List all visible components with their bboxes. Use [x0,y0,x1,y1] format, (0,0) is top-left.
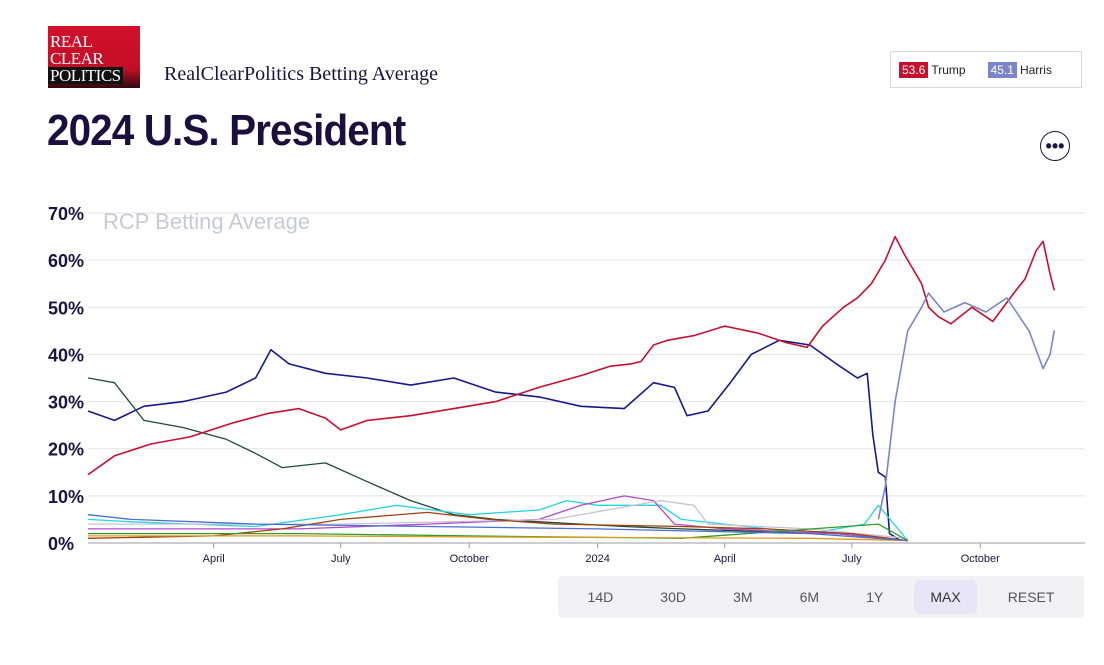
y-tick-label: 50% [48,298,84,318]
series-line-6 [88,499,908,539]
rcp-logo: REAL CLEAR POLITICS [48,26,140,88]
range-button-30d[interactable]: 30D [660,589,686,605]
legend-value-harris: 45.1 [987,61,1017,78]
y-tick-label: 10% [48,487,84,507]
range-button-3m[interactable]: 3M [733,589,753,605]
series-line-9 [88,535,908,542]
chart-grid [88,212,1085,544]
x-tick-label: October [450,553,489,565]
legend-value-trump: 53.6 [899,61,929,78]
series-line-trump [87,235,1056,476]
range-button-6m[interactable]: 6M [799,589,820,605]
series-line-3 [87,377,908,542]
legend-box: 53.6 Trump 45.1 Harris [890,51,1082,88]
y-tick-label: 70% [48,204,84,224]
range-selector: 14D 30D 3M 6M 1Y MAX RESET [558,576,1084,618]
page-subtitle: RealClearPolitics Betting Average [164,63,439,85]
legend-item-harris: 45.1 Harris [987,61,1052,78]
y-axis: 0% 10% 20% 30% 40% 50% 60% 70% [48,204,84,554]
range-button-reset[interactable]: RESET [1007,589,1055,605]
y-tick-label: 0% [48,534,74,554]
y-tick-label: 30% [48,393,84,413]
series-line-10 [87,514,908,542]
legend-label-harris: Harris [1019,62,1052,77]
logo-line-2: CLEAR [50,49,104,68]
series-line-4 [87,499,909,542]
more-dots-icon: ••• [1045,136,1065,156]
series-line-harris [877,292,1056,520]
x-tick-label: July [331,553,351,565]
y-tick-label: 40% [48,345,84,365]
x-tick-label: July [842,553,862,565]
chart-watermark: RCP Betting Average [103,209,310,234]
x-tick-label: October [961,553,1000,565]
x-tick-label: April [203,553,225,565]
page-title: 2024 U.S. President [47,106,406,155]
range-button-14d[interactable]: 14D [587,589,614,605]
legend-label-trump: Trump [931,62,966,77]
y-tick-label: 20% [48,440,84,460]
x-tick-label: April [714,553,736,565]
logo-line-3: POLITICS [48,66,123,85]
x-axis: April July October 2024 April July October [203,543,1000,565]
legend-item-trump: 53.6 Trump [899,61,966,78]
y-tick-label: 60% [48,251,84,271]
more-options-button[interactable]: ••• [1040,131,1070,161]
range-button-max[interactable]: MAX [914,580,977,614]
x-tick-label: 2024 [585,553,609,565]
series-line-2 [87,339,902,542]
logo-line-1: REAL [50,32,93,51]
range-button-1y[interactable]: 1Y [866,589,884,605]
chart-series [87,235,1056,542]
